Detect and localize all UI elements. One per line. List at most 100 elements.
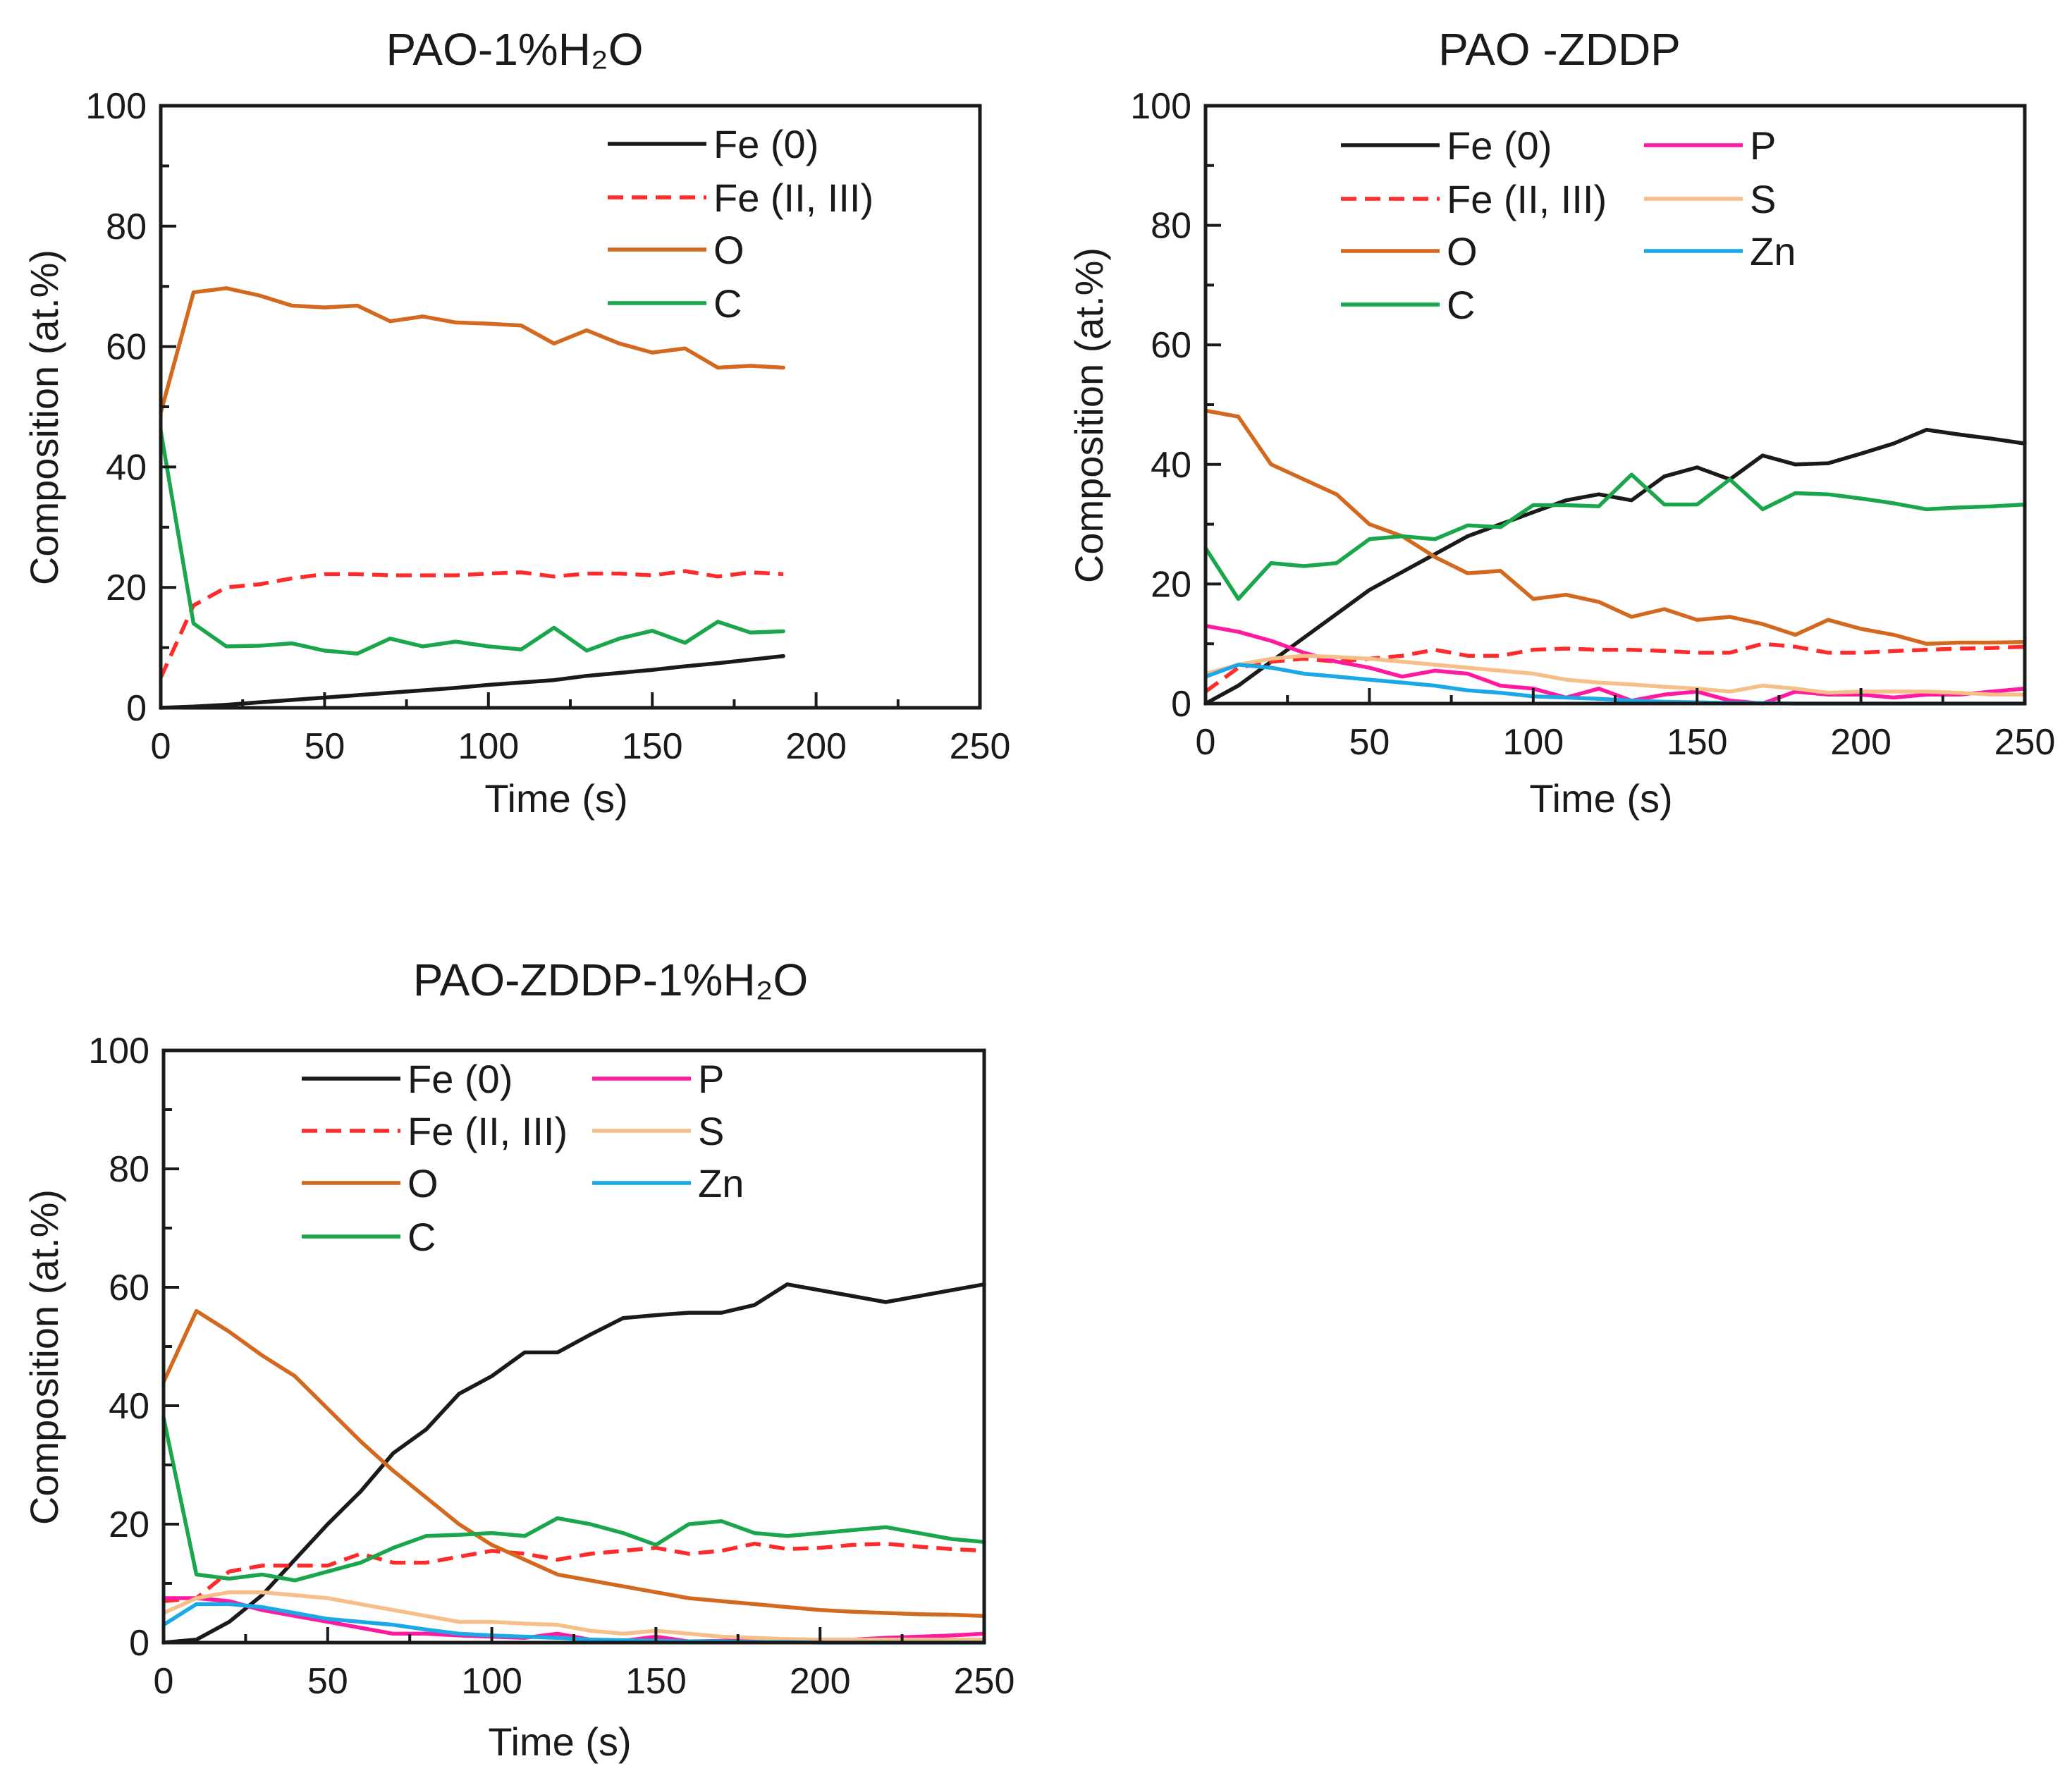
y-axis-label: Composition (at.%) — [22, 1189, 66, 1525]
y-tick-label: 100 — [85, 86, 147, 127]
chart-0: PAO-1%H₂O 0 20 40 60 80 100 0 50 100 150 200 250 Time… — [22, 24, 1010, 821]
y-tick-label: 80 — [1151, 206, 1191, 247]
y-tick-label: 80 — [106, 207, 147, 247]
x-tick-label: 250 — [954, 1661, 1015, 1702]
x-tick-label: 0 — [151, 726, 171, 767]
y-tick-label: 20 — [106, 568, 147, 608]
legend-label: Fe (II, III) — [407, 1109, 568, 1153]
series-line-o — [159, 286, 785, 415]
y-tick-label: 0 — [1171, 684, 1191, 725]
legend-item-o: O — [302, 1161, 439, 1206]
y-tick-label: 60 — [106, 327, 147, 368]
y-tick-label: 0 — [129, 1623, 149, 1664]
series-line-fe-0 — [1203, 427, 2027, 706]
series-group — [159, 286, 785, 710]
legend-label: S — [698, 1109, 724, 1153]
x-tick-label: 50 — [1349, 722, 1390, 763]
legend-item-zn: Zn — [1644, 229, 1796, 274]
legend-item-c: C — [1341, 283, 1475, 327]
y-tick-label: 40 — [106, 447, 147, 488]
x-tick-label: 0 — [154, 1661, 174, 1702]
x-tick-label: 250 — [950, 726, 1011, 767]
y-tick-label: 100 — [88, 1031, 149, 1072]
chart-1: PAO -ZDDP 0 20 40 60 80 100 0 50 100 150 200 250 Time… — [1067, 24, 2055, 821]
legend-item-o: O — [608, 228, 744, 272]
y-tick-label: 20 — [1151, 564, 1191, 605]
x-axis-label: Time (s) — [488, 1719, 631, 1764]
legend-label: Zn — [1750, 229, 1796, 274]
y-tick-label: 60 — [109, 1268, 149, 1308]
legend-item-s: S — [592, 1109, 724, 1153]
legend: Fe (0) Fe (II, III) OC PS Zn — [302, 1057, 744, 1259]
x-tick-label: 50 — [307, 1661, 348, 1702]
x-tick-label: 150 — [1667, 722, 1728, 763]
legend-label: P — [698, 1057, 724, 1101]
legend-label: S — [1750, 177, 1776, 221]
x-axis-label: Time (s) — [1529, 776, 1672, 821]
series-line-o — [1203, 408, 2027, 646]
legend-item-c: C — [608, 281, 742, 326]
legend-label: C — [407, 1215, 436, 1259]
y-tick-label: 80 — [109, 1149, 149, 1190]
legend-item-p: P — [592, 1057, 724, 1101]
y-axis-label: Composition (at.%) — [1067, 247, 1111, 583]
series-line-c — [1203, 472, 2027, 601]
legend-item-fe-ii-iii: Fe (II, III) — [302, 1109, 568, 1153]
legend-label: O — [1447, 229, 1478, 274]
legend-label: Fe (0) — [713, 122, 819, 166]
legend-item-fe-ii-iii: Fe (II, III) — [1341, 177, 1607, 221]
x-tick-label: 100 — [461, 1661, 522, 1702]
legend-label: O — [407, 1161, 439, 1206]
legend-item-fe-0: Fe (0) — [608, 122, 819, 166]
x-tick-label: 150 — [622, 726, 683, 767]
y-tick-label: 60 — [1151, 325, 1191, 366]
legend-item-s: S — [1644, 177, 1776, 221]
series-line-s — [161, 1590, 986, 1642]
x-tick-label: 200 — [1830, 722, 1892, 763]
legend: Fe (0) Fe (II, III) OC PS Zn — [1341, 123, 1796, 327]
legend-item-zn: Zn — [592, 1161, 744, 1206]
legend-label: Fe (0) — [1447, 123, 1552, 168]
x-tick-label: 100 — [458, 726, 519, 767]
x-tick-label: 150 — [625, 1661, 687, 1702]
x-tick-label: 250 — [1994, 722, 2056, 763]
legend-label: Zn — [698, 1161, 744, 1206]
legend-item-c: C — [302, 1215, 436, 1259]
x-tick-label: 0 — [1196, 722, 1216, 763]
y-tick-label: 0 — [126, 688, 147, 729]
series-line-fe-0 — [161, 1282, 986, 1645]
series-line-c — [159, 429, 785, 656]
y-tick-label: 40 — [1151, 445, 1191, 486]
legend-item-p: P — [1644, 123, 1776, 168]
legend: Fe (0) Fe (II, III) OC — [608, 122, 873, 326]
series-line-fe-ii-iii — [163, 1541, 985, 1603]
chart-title: PAO-1%H₂O — [386, 24, 643, 75]
series-line-o — [161, 1308, 986, 1618]
series-line-c — [161, 1416, 986, 1583]
chart-title: PAO-ZDDP-1%H₂O — [413, 955, 809, 1005]
y-axis-label: Composition (at.%) — [22, 250, 66, 585]
x-tick-label: 200 — [785, 726, 847, 767]
legend-label: P — [1750, 123, 1776, 168]
series-line-s — [1203, 654, 2027, 697]
legend-item-fe-0: Fe (0) — [1341, 123, 1552, 168]
series-line-fe-ii-iii — [159, 569, 784, 679]
x-tick-label: 50 — [304, 726, 345, 767]
y-tick-label: 40 — [109, 1386, 149, 1427]
chart-2: PAO-ZDDP-1%H₂O 0 20 40 60 80 100 0 50 100 150 200 25… — [22, 955, 1014, 1764]
y-tick-label: 20 — [109, 1504, 149, 1545]
series-group — [161, 1282, 986, 1645]
x-tick-label: 100 — [1502, 722, 1564, 763]
legend-item-fe-0: Fe (0) — [302, 1057, 513, 1101]
legend-label: Fe (0) — [407, 1057, 513, 1101]
x-tick-label: 200 — [790, 1661, 851, 1702]
legend-label: Fe (II, III) — [1447, 177, 1607, 221]
series-line-p — [1203, 624, 2027, 706]
series-line-fe-0 — [159, 654, 785, 710]
legend-item-fe-ii-iii: Fe (II, III) — [608, 176, 873, 220]
legend-label: C — [713, 281, 742, 326]
chart-title: PAO -ZDDP — [1438, 24, 1681, 75]
legend-label: C — [1447, 283, 1475, 327]
